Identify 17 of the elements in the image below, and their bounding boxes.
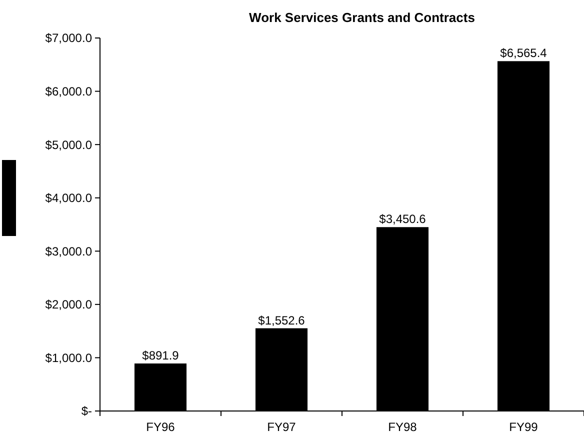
x-tick-label: FY99 — [509, 420, 538, 434]
y-tick-label: $- — [81, 404, 92, 418]
y-tick-label: $5,000.0 — [45, 138, 92, 152]
data-label: $1,552.6 — [258, 313, 306, 328]
x-tick-label: FY98 — [388, 420, 418, 434]
data-label: $891.9 — [142, 348, 180, 362]
data-label: $6,565.4 — [500, 46, 548, 60]
y-tick-label: $4,000.0 — [45, 191, 92, 206]
x-tick-label: FY96 — [146, 420, 176, 434]
y-tick-label: $3,000.0 — [45, 244, 92, 258]
x-tick-label: FY97 — [267, 420, 296, 434]
y-tick-label: $1,000.0 — [45, 350, 92, 365]
y-tick-label: $2,000.0 — [45, 298, 92, 312]
y-tick-label: $6,000.0 — [45, 84, 92, 98]
data-label: $3,450.6 — [379, 212, 426, 226]
y-tick-label: $7,000.0 — [45, 31, 92, 46]
chart-title: Work Services Grants and Contracts — [249, 10, 475, 25]
